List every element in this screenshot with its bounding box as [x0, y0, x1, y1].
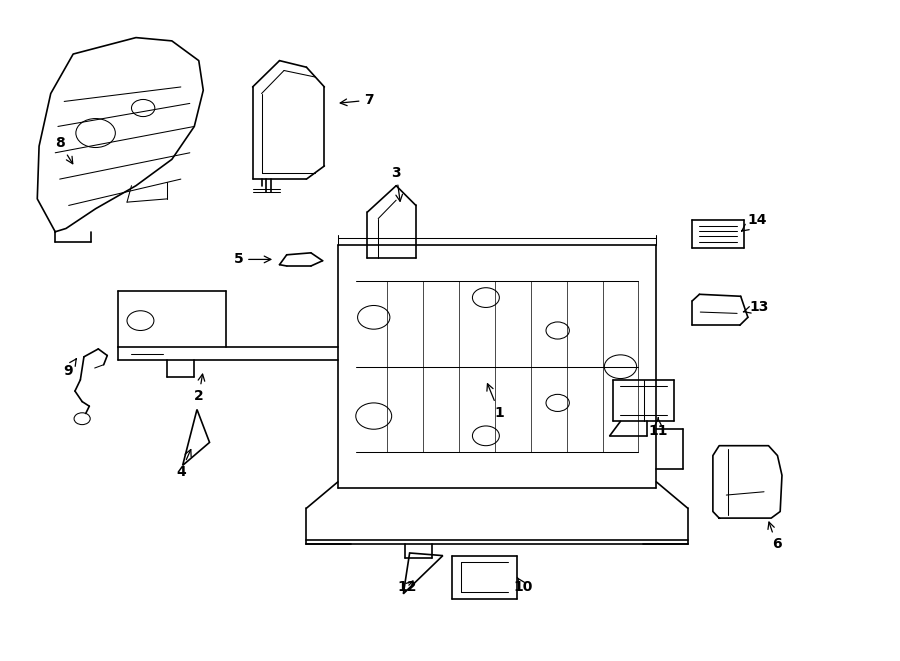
Text: 13: 13: [743, 301, 769, 315]
Text: 14: 14: [742, 213, 767, 231]
Text: 6: 6: [768, 522, 781, 551]
Polygon shape: [403, 553, 443, 594]
Text: 9: 9: [63, 359, 76, 378]
Text: 12: 12: [397, 580, 417, 594]
Text: 5: 5: [233, 253, 271, 266]
Polygon shape: [183, 409, 210, 465]
Text: 8: 8: [55, 136, 73, 164]
Text: 11: 11: [648, 418, 668, 438]
Text: 3: 3: [392, 165, 402, 202]
Text: 10: 10: [514, 578, 534, 594]
Text: 4: 4: [176, 449, 191, 479]
Text: 7: 7: [340, 93, 374, 107]
Text: 1: 1: [487, 384, 504, 420]
Text: 2: 2: [194, 374, 204, 403]
